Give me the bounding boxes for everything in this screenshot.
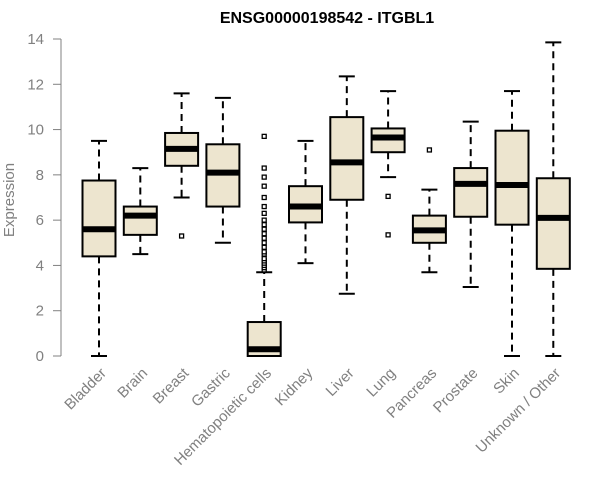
x-tick-label: Skin xyxy=(490,365,523,398)
y-tick-label: 10 xyxy=(27,122,44,139)
outlier-point xyxy=(261,217,267,223)
box-iqr xyxy=(122,205,158,236)
box-gastric xyxy=(205,96,241,244)
box-liver xyxy=(329,75,365,295)
outlier-point xyxy=(261,240,267,246)
outlier-point xyxy=(385,193,391,200)
outlier-point xyxy=(426,147,433,153)
y-tick-label: 12 xyxy=(27,76,44,93)
y-tick-label: 0 xyxy=(36,348,44,365)
box-hematopoietic-cells xyxy=(246,133,282,357)
y-tick-label: 4 xyxy=(36,257,44,274)
x-tick-label: Breast xyxy=(150,364,193,407)
x-tick-label: Bladder xyxy=(61,365,110,414)
outlier-point xyxy=(261,210,267,217)
box-unknown-other xyxy=(535,41,571,357)
x-tick-label: Prostate xyxy=(430,365,482,417)
outlier-point xyxy=(261,203,267,210)
chart-title: ENSG00000198542 - ITGBL1 xyxy=(220,10,434,27)
x-tick-label: Liver xyxy=(323,365,358,400)
box-iqr xyxy=(329,116,365,201)
x-tick-label: Lung xyxy=(363,365,399,401)
outlier-point xyxy=(261,194,267,201)
outlier-point xyxy=(261,255,267,262)
y-axis-title: Expression xyxy=(1,163,18,237)
box-iqr xyxy=(535,177,571,270)
box-breast xyxy=(164,92,200,239)
y-axis: 0 2 4 6 8 10 12 14 xyxy=(27,31,62,365)
box-brain xyxy=(122,167,158,256)
box-prostate xyxy=(453,120,489,288)
box-iqr xyxy=(494,129,530,226)
y-tick-label: 2 xyxy=(36,303,44,320)
box-kidney xyxy=(288,139,323,265)
outlier-point xyxy=(261,174,267,180)
outlier-point xyxy=(261,133,267,140)
outlier-point xyxy=(261,183,267,189)
outlier-point xyxy=(261,222,267,228)
outlier-point xyxy=(261,244,267,250)
outlier-point xyxy=(385,232,391,238)
boxes-group xyxy=(81,41,571,357)
box-bladder xyxy=(81,139,117,357)
box-pancreas xyxy=(411,147,447,274)
y-tick-label: 8 xyxy=(36,167,44,184)
outlier-point xyxy=(261,165,267,171)
outlier-point xyxy=(261,249,267,255)
box-iqr xyxy=(81,179,117,258)
x-tick-label: Brain xyxy=(114,365,151,402)
x-tick-label: Kidney xyxy=(272,364,317,409)
y-tick-label: 6 xyxy=(36,212,44,229)
box-iqr xyxy=(453,167,489,218)
outlier-point xyxy=(261,226,267,232)
box-lung xyxy=(370,90,406,238)
box-skin xyxy=(494,90,530,357)
outlier-point xyxy=(261,235,267,241)
outlier-point xyxy=(178,233,185,239)
y-tick-label: 14 xyxy=(27,31,44,48)
outlier-point xyxy=(261,231,267,237)
